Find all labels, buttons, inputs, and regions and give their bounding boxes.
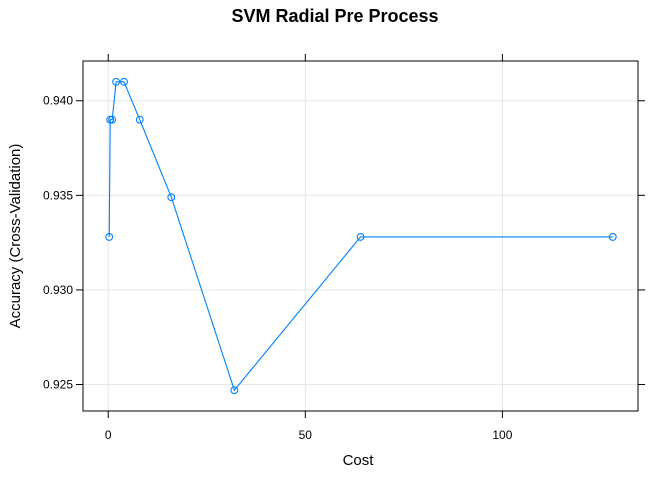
plot-frame	[82, 60, 639, 412]
data-point	[608, 232, 617, 241]
data-point	[112, 77, 121, 86]
data-point	[356, 232, 365, 241]
data-point	[167, 193, 176, 202]
y-tick-label: 0.935	[43, 188, 73, 202]
y-axis-title: Accuracy (Cross-Validation)	[7, 144, 24, 329]
y-tick-label: 0.940	[43, 94, 73, 108]
data-point	[108, 115, 117, 124]
chart-title: SVM Radial Pre Process	[231, 6, 438, 26]
axis-ticks: 0 50 100 0.925 0.930 0.935 0.940	[43, 54, 645, 442]
x-axis-title: Cost	[343, 452, 375, 469]
x-tick-label: 100	[492, 428, 512, 442]
data-series	[105, 77, 617, 395]
y-tick-label: 0.930	[43, 283, 73, 297]
y-tick-label: 0.925	[43, 378, 73, 392]
x-tick-label: 0	[105, 428, 112, 442]
grid	[83, 61, 638, 411]
data-point	[135, 115, 144, 124]
data-point	[105, 232, 114, 241]
x-tick-label: 50	[299, 428, 313, 442]
series-line	[108, 81, 613, 392]
data-point	[230, 386, 239, 395]
data-point	[120, 77, 128, 86]
